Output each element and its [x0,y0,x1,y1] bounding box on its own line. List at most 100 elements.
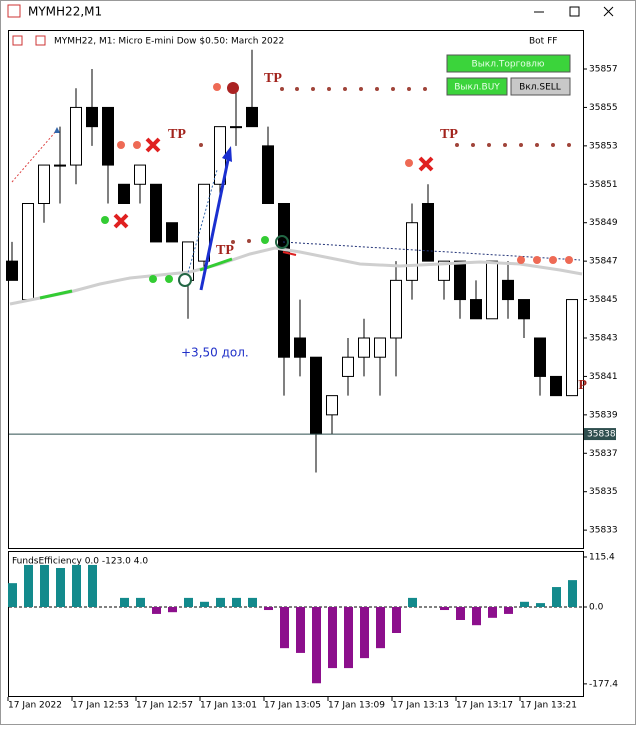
y-tick-label: 35843 [589,333,618,343]
candle-body [342,356,354,377]
y-tick-label: 35847 [589,257,618,267]
bar [296,606,305,653]
tp-label: TP [168,127,186,142]
last-price-label: 35838 [587,430,616,440]
trade-line [282,241,581,261]
exit-marker [275,235,289,249]
button[interactable] [446,77,508,96]
candle-body [374,337,386,358]
candle-body [230,126,242,129]
bar [488,606,497,618]
bar [8,583,17,607]
app-icon [7,4,21,18]
bar [264,606,273,611]
y-tick-label: 115.4 [589,552,615,562]
bar [392,606,401,633]
y-tick-label: 35845 [589,295,618,305]
window-title: MYMH22,M1 [28,5,102,19]
candle-body [262,145,274,204]
y-tick-label: 35833 [589,526,618,536]
chart-header: MYMH22, M1: Micro E-mini Dow $0.50: Marc… [54,37,284,47]
x-tick-label: 17 Jan 13:17 [456,701,513,711]
tp-dots [199,87,571,244]
last-price-box [584,428,616,441]
candle-body [166,222,178,243]
candle-body [566,299,578,397]
main-plot-frame [8,30,584,549]
indicator-title: FundsEfficiency 0.0 -123.0 4.0 [12,557,148,567]
candle-body [246,106,258,128]
bar [120,597,129,607]
profit-label: +3,50 дол. [181,346,249,360]
ma-segment [282,251,297,256]
profit-arrow-head [222,146,232,162]
bot-label: Bot FF [529,37,557,47]
ma-segment [39,289,73,300]
bar [552,587,561,607]
y-tick-label: 35839 [589,410,618,420]
bar [40,564,49,607]
bar [216,597,225,607]
x-tick-label: 17 Jan 13:21 [520,701,577,711]
close[interactable] [603,6,614,17]
maximize[interactable] [569,6,580,17]
bar [136,597,145,607]
tp-label: TP [440,127,458,142]
bar [360,606,369,659]
candle-body [150,183,162,243]
candle-body [550,375,562,397]
exit-marker [227,82,239,94]
candle-body [390,279,402,339]
bar [56,567,65,607]
candle-body [486,260,498,320]
y-tick-label: 35857 [589,65,618,75]
candle-body [102,106,114,166]
bar [152,606,161,614]
candle-body [278,202,290,358]
y-tick-label: 35855 [589,103,618,113]
candle-body [134,164,146,185]
y-tick-label: -177.4 [589,679,618,689]
bar [200,601,209,607]
button[interactable] [510,77,571,96]
bar [88,564,97,607]
green-dots [101,216,269,283]
candle-body [198,183,210,262]
button-label[interactable]: Выкл.BUY [454,83,500,93]
bar [312,606,321,684]
bar [168,606,177,613]
candle-body [38,164,50,204]
y-tick-label: 35835 [589,487,618,497]
bar [72,564,81,607]
candle-body [22,202,34,301]
bar [328,606,337,669]
buy-arrow [54,127,60,133]
button-label[interactable]: Выкл.Торговлю [472,60,545,70]
x-tick-label: 17 Jan 13:13 [392,701,449,711]
candle-body [502,279,514,301]
candle-body [454,260,466,301]
y-tick-label: 35849 [589,218,618,228]
button[interactable] [446,54,571,73]
annotations [9,82,583,306]
y-tick-label: 0.0 [589,602,604,612]
x-tick-label: 17 Jan 13:09 [328,701,385,711]
moving-average [9,246,583,306]
bar [184,597,193,607]
bar [504,606,513,614]
bar [456,606,465,620]
candle-body [470,299,482,320]
y-tick-label: 35851 [589,180,618,190]
candle-body [534,337,546,377]
candle-body [406,222,418,281]
candle-body [86,106,98,128]
x-tick-label: 17 Jan 13:01 [200,701,257,711]
y-tick-label: 35841 [589,372,618,382]
candle-body [518,299,530,320]
candle-body [358,337,370,358]
bar [344,606,353,669]
tp-label: TP [264,71,282,86]
bar [408,597,417,607]
button-label[interactable]: Вкл.SELL [519,83,561,93]
